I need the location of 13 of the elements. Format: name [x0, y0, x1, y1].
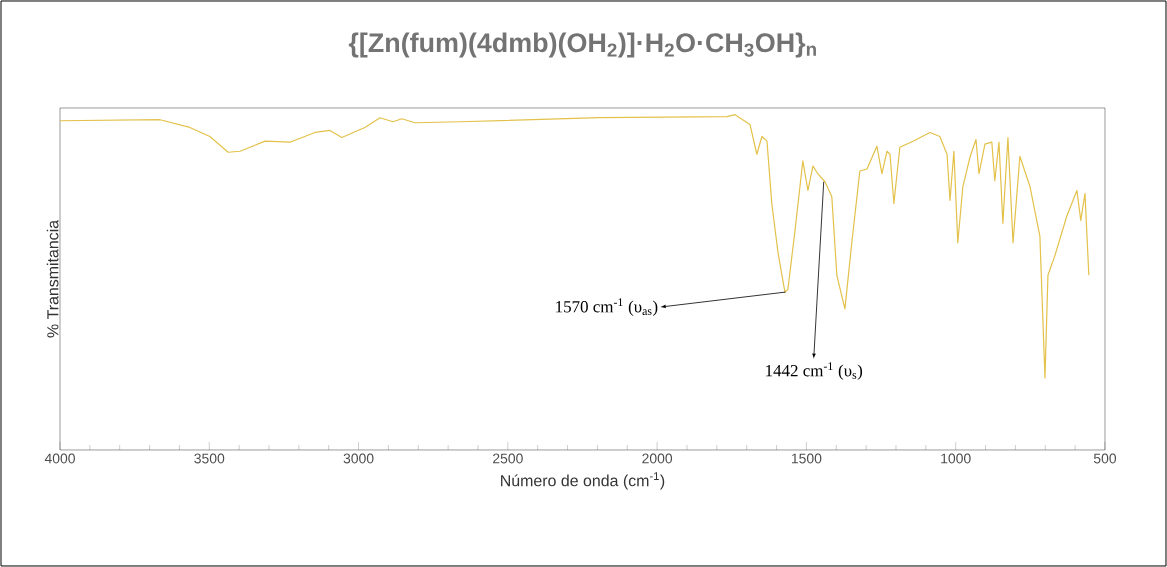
x-tick-label: 1500	[791, 453, 822, 464]
x-tick-label: 3500	[194, 453, 225, 464]
x-axis-title: Número de onda (cm$^{-1}$)	[501, 472, 665, 490]
x-tick-label: 3000	[343, 453, 374, 464]
annotation: 1570 cm$^{-1}$ (υ$_{as}$)	[556, 298, 658, 316]
x-tick-label: 1000	[941, 453, 971, 464]
x-tick-label: 2000	[642, 453, 673, 464]
annotation: 1442 cm$^{-1}$ (υ$_{s}$)	[766, 362, 863, 380]
x-tick-label: 2500	[493, 453, 523, 464]
chart-title: {[Zn(fum)(4dmb)(OH$_{2}$)]·H$_{2}$O·CH$_{3}$OH}$_{n}$	[348, 32, 816, 58]
x-tick-label: 500	[1093, 453, 1117, 464]
y-axis-title: % Transmitancia	[46, 219, 59, 338]
x-tick-label: 4000	[44, 453, 75, 464]
